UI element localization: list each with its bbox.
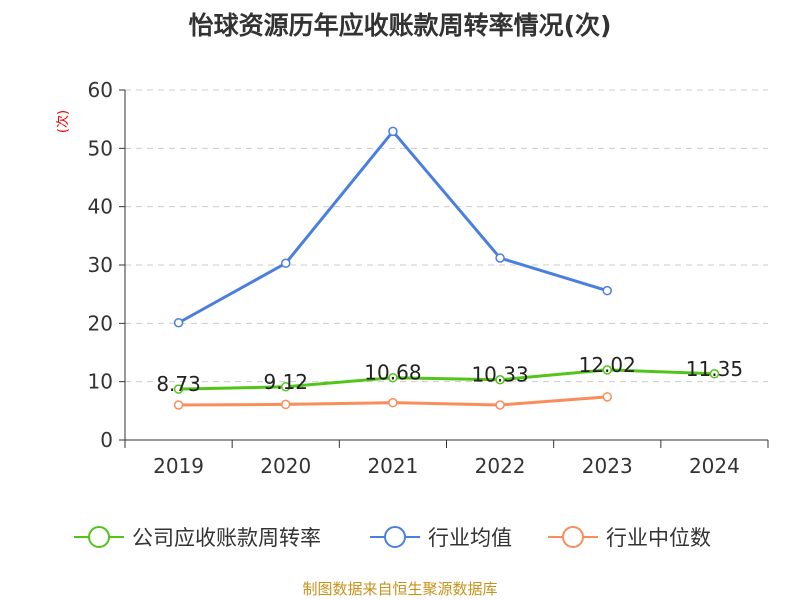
legend-label: 行业中位数 — [606, 526, 711, 550]
data-label: 9.12 — [263, 370, 308, 394]
x-tick-label: 2019 — [153, 454, 204, 478]
y-tick-label: 0 — [100, 428, 113, 452]
data-point — [495, 374, 505, 385]
data-point — [602, 365, 612, 375]
y-tick-label: 60 — [88, 78, 113, 102]
data-point — [173, 318, 184, 328]
data-point — [281, 258, 291, 268]
x-tick-label: 2021 — [367, 454, 418, 478]
data-point — [602, 285, 612, 296]
legend-label: 公司应收账款周转率 — [132, 526, 321, 550]
data-point — [173, 400, 184, 410]
source-note: 制图数据来自恒生聚源数据库 — [302, 580, 498, 598]
data-point — [495, 400, 505, 410]
x-tick-label: 2024 — [689, 454, 740, 478]
data-label: 12.02 — [579, 353, 636, 377]
legend-marker-icon — [384, 526, 406, 548]
series-line-0 — [178, 368, 715, 391]
y-tick-label: 40 — [88, 195, 113, 219]
x-tick-label: 2022 — [475, 454, 526, 478]
data-point — [602, 392, 612, 402]
data-point — [281, 399, 291, 410]
data-point — [388, 397, 398, 408]
y-tick-label: 50 — [88, 136, 113, 160]
legend-marker-icon — [88, 526, 110, 548]
data-point — [173, 384, 184, 394]
x-tick-label: 2023 — [582, 454, 633, 478]
legend-label: 行业均值 — [428, 526, 512, 550]
data-label: 11.35 — [686, 357, 743, 381]
data-point — [388, 372, 398, 383]
y-tick-label: 30 — [88, 253, 113, 277]
data-point — [388, 126, 398, 137]
x-tick-label: 2020 — [260, 454, 311, 478]
data-label: 10.68 — [364, 361, 421, 385]
data-point — [709, 369, 720, 379]
data-label: 8.73 — [156, 372, 201, 396]
data-point — [495, 253, 505, 263]
y-tick-label: 10 — [88, 370, 113, 394]
y-tick-label: 20 — [88, 311, 113, 335]
series-line-1 — [177, 129, 608, 325]
legend-marker-icon — [562, 526, 584, 548]
chart-title: 怡球资源历年应收账款周转率情况(次) — [188, 11, 612, 40]
data-label: 10.33 — [471, 363, 528, 387]
data-point — [281, 382, 291, 392]
